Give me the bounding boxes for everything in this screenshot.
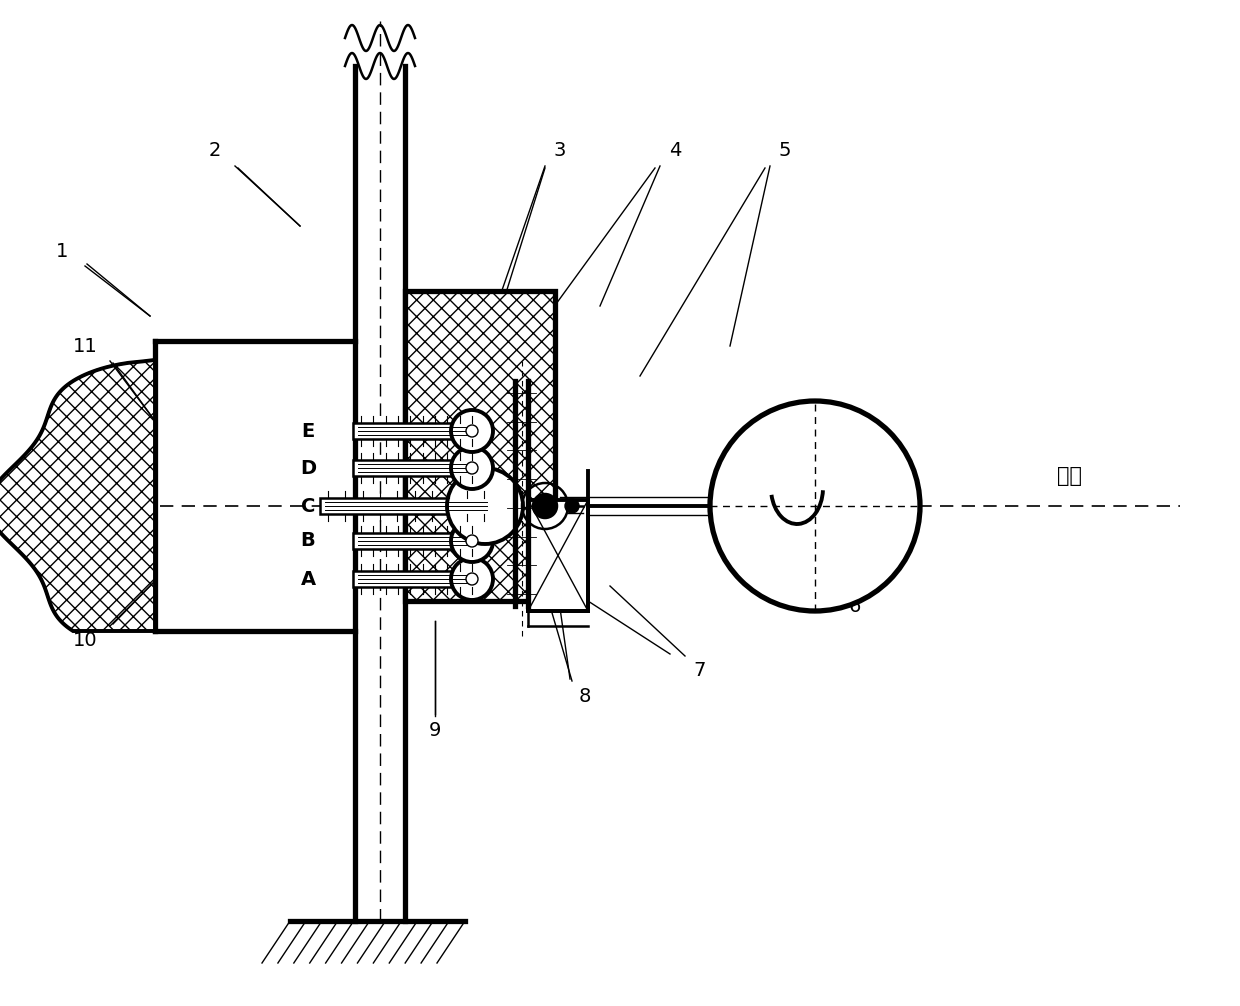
Text: 10: 10 (73, 632, 97, 651)
Bar (353, 423, 480, 439)
Bar (353, 460, 480, 476)
Text: 1: 1 (56, 241, 68, 261)
Circle shape (451, 410, 494, 452)
Text: 6: 6 (849, 597, 862, 616)
Circle shape (466, 573, 477, 585)
Circle shape (466, 425, 477, 437)
Text: E: E (301, 422, 315, 441)
Circle shape (711, 401, 920, 611)
Text: 9: 9 (429, 721, 441, 740)
Text: 4: 4 (668, 142, 681, 161)
Text: 水面: 水面 (1058, 466, 1083, 486)
Text: 3: 3 (554, 142, 567, 161)
Text: 7: 7 (694, 662, 707, 680)
Text: 8: 8 (579, 686, 591, 705)
Circle shape (466, 535, 477, 547)
Circle shape (451, 558, 494, 600)
Text: C: C (301, 497, 315, 515)
Bar (528, 500, 588, 611)
Polygon shape (0, 341, 155, 631)
Text: A: A (300, 569, 315, 589)
Circle shape (451, 520, 494, 562)
Circle shape (533, 494, 557, 518)
Bar (405, 291, 556, 601)
Text: B: B (300, 531, 315, 550)
Bar (353, 533, 480, 549)
Text: 11: 11 (73, 336, 98, 355)
Circle shape (466, 462, 477, 474)
Text: 5: 5 (779, 142, 791, 161)
Bar (353, 571, 480, 586)
Circle shape (451, 447, 494, 489)
Bar (320, 498, 492, 514)
Text: 2: 2 (208, 142, 221, 161)
Text: D: D (300, 459, 316, 478)
Bar (405, 291, 556, 601)
Circle shape (565, 499, 579, 513)
Circle shape (446, 468, 523, 544)
